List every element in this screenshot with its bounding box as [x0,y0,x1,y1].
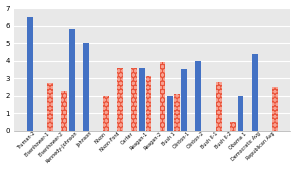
Bar [252,54,258,131]
Bar [181,70,187,131]
Bar [238,96,244,131]
Bar [174,94,180,131]
Bar [272,87,278,131]
Bar [216,82,222,131]
Bar [27,17,33,131]
Bar [83,43,89,131]
Bar [160,62,165,131]
Bar [118,68,123,131]
Bar [139,68,145,131]
Bar [131,68,137,131]
Bar [103,96,109,131]
Bar [69,29,75,131]
Bar [230,122,236,131]
Bar [195,61,201,131]
Bar [47,83,53,131]
Bar [167,96,173,131]
Bar [146,76,152,131]
Bar [61,90,67,131]
